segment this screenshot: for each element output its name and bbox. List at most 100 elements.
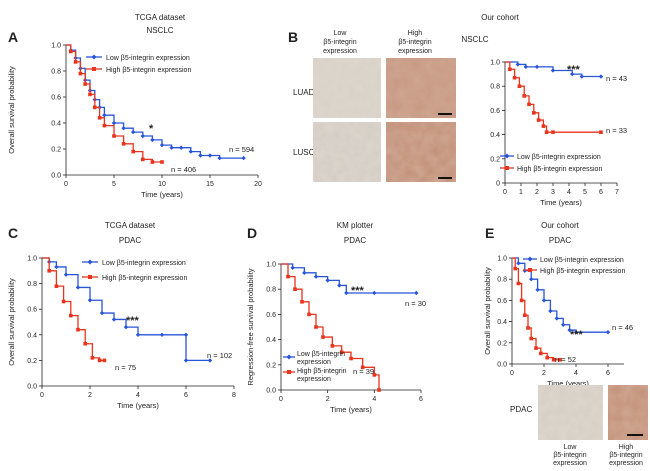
x-tick-label: 10 <box>158 181 166 188</box>
panel-label: B <box>288 29 298 45</box>
panel-title: TCGA dataset <box>135 13 186 22</box>
km-plot-b: 0 1 2 3 4 5 6 7 0 0.2 0.4 0.6 0.8 1.0 Time (years) <box>490 60 619 208</box>
panel-a: A TCGA dataset NSCLC 0 5 10 15 20 0.0 0.2 0.4 0.… <box>7 13 262 199</box>
censor-marker-high <box>523 313 527 318</box>
censor-marker-high <box>47 269 51 273</box>
svg-text:Low: Low <box>564 444 578 451</box>
column-header-low: Low β5-integrin expression <box>323 30 357 55</box>
censor-marker-high <box>551 130 555 134</box>
panel-title: TCGA dataset <box>105 221 156 230</box>
n-label-high: n = 39 <box>353 367 374 376</box>
y-tick-label: 0.8 <box>266 287 276 294</box>
legend-marker-high <box>505 166 509 170</box>
censor-marker-low <box>516 261 521 266</box>
censor-marker-low <box>548 308 553 314</box>
x-tick-label: 15 <box>206 181 214 188</box>
censor-marker-high <box>314 325 318 329</box>
significance-mark: *** <box>126 315 140 327</box>
censor-marker-high <box>141 157 145 162</box>
legend-label-high-2: expression <box>297 376 331 383</box>
censor-marker-low <box>102 113 107 118</box>
svg-text:expression: expression <box>553 460 587 467</box>
censor-marker-low <box>529 277 534 282</box>
x-axis-label: Time (years) <box>330 405 372 414</box>
censor-marker-high <box>339 350 344 354</box>
svg-text:expression: expression <box>398 48 432 55</box>
x-tick-label: 0 <box>40 392 44 399</box>
legend-label-low: Low β5-integrin expression <box>517 154 601 161</box>
y-tick-label: 0.6 <box>490 108 500 115</box>
histology-image-luad-low <box>313 58 381 118</box>
censor-marker-low <box>131 129 136 135</box>
y-tick-label: 0.0 <box>51 173 61 180</box>
svg-text:Low: Low <box>334 30 348 37</box>
x-tick-label: 6 <box>606 370 610 377</box>
censor-marker-high <box>532 111 536 115</box>
censor-marker-high <box>54 284 59 288</box>
y-tick-label: 0.4 <box>51 121 61 128</box>
y-tick-label: 0.6 <box>27 307 37 314</box>
censor-marker-low <box>135 332 141 337</box>
x-tick-label: 4 <box>136 392 140 399</box>
censor-marker-low <box>522 268 527 273</box>
legend-marker-high <box>287 370 291 374</box>
censor-marker-low <box>573 330 579 335</box>
significance-mark: *** <box>351 285 365 297</box>
km-plot-c: 0 2 4 6 8 0.0 0.2 0.4 0.6 0.8 1.0 Time (years) Overa… <box>7 256 236 411</box>
panel-title: Our cohort <box>481 13 520 22</box>
legend: Low β5-integrin expression High β5-integ… <box>86 54 191 74</box>
censor-marker-low <box>99 310 105 316</box>
x-tick-label: 4 <box>574 370 578 377</box>
svg-text:β5-integrin: β5-integrin <box>609 452 642 459</box>
censor-marker-high <box>307 312 311 317</box>
censor-marker-high <box>522 94 526 98</box>
censor-marker-low <box>123 324 129 330</box>
censor-marker-high <box>300 300 304 304</box>
panel-subtitle: PDAC <box>344 236 366 245</box>
legend-marker-high <box>92 67 96 71</box>
censor-marker-high <box>73 60 78 64</box>
histology-image-pdac-high <box>608 385 648 440</box>
histology-image-lusc-high <box>386 122 456 182</box>
legend-label-low: Low β5-integrin expression <box>102 260 186 267</box>
significance-mark: *** <box>567 64 581 76</box>
y-tick-label: 0.8 <box>51 69 61 76</box>
y-tick-label: 0.0 <box>497 362 507 369</box>
panel-label: D <box>247 225 257 241</box>
y-tick-label: 0.0 <box>27 384 37 391</box>
censor-marker-low <box>207 358 213 363</box>
censor-marker-low <box>302 270 307 276</box>
x-tick-label: 2 <box>88 392 92 399</box>
censor-marker-high <box>516 281 521 286</box>
censor-marker-low <box>598 74 604 79</box>
censor-marker-high <box>545 355 549 360</box>
y-axis-label: Overall survival probability <box>7 66 16 154</box>
y-tick-label: 0.4 <box>497 319 507 326</box>
censor-marker-high <box>558 357 562 362</box>
y-tick-label: 0.8 <box>27 281 37 288</box>
censor-marker-high <box>293 287 297 291</box>
censor-marker-low <box>561 322 566 327</box>
km-curve-high <box>66 44 162 163</box>
legend-marker-low <box>87 259 93 265</box>
x-tick-label: 2 <box>542 370 546 377</box>
legend-label-high: High β5-integrin expression <box>517 166 602 173</box>
censor-marker-low <box>179 145 184 150</box>
censor-marker-low <box>183 358 189 363</box>
panel-label: E <box>485 225 494 241</box>
censor-marker-low <box>372 290 377 296</box>
legend: Low β5-integrin expression High β5-integ… <box>82 259 187 282</box>
censor-marker-low <box>550 68 556 73</box>
censor-marker-high <box>508 67 512 72</box>
panel-title: KM plotter <box>337 221 374 230</box>
x-tick-label: 2 <box>326 396 330 403</box>
censor-marker-high <box>83 341 87 346</box>
x-tick-label: 1 <box>519 189 523 196</box>
censor-marker-low <box>344 290 349 296</box>
censor-marker-high <box>360 365 365 370</box>
censor-marker-low <box>54 264 59 270</box>
censor-marker-high <box>97 358 102 363</box>
x-axis-label: Time (years) <box>117 401 159 410</box>
x-axis-label: Time (years) <box>141 190 183 199</box>
legend-marker-low <box>286 354 292 360</box>
